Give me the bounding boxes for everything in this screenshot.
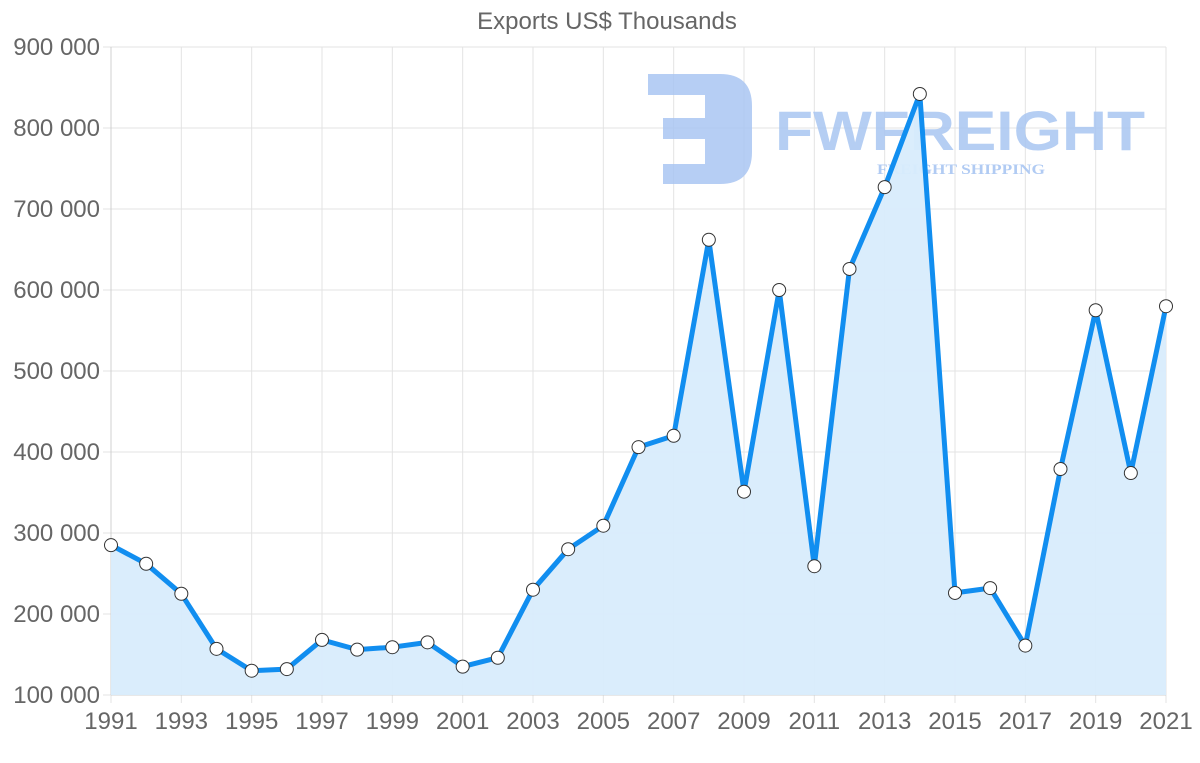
data-point[interactable]: 2006: 406000 bbox=[631, 440, 646, 455]
x-tick-label: 2021 bbox=[1139, 708, 1192, 735]
y-tick-label: 200 000 bbox=[13, 601, 100, 628]
data-point[interactable]: 2018: 379000 bbox=[1053, 462, 1068, 477]
data-point[interactable]: 1995: 130000 bbox=[244, 663, 259, 678]
fwfreight-watermark: FWFREIGHT FREIGHT SHIPPING bbox=[648, 74, 1145, 184]
data-point[interactable]: 2021: 580000 bbox=[1159, 299, 1173, 314]
watermark-brand: FWFREIGHT bbox=[775, 99, 1145, 162]
y-tick-label: 300 000 bbox=[13, 520, 100, 547]
data-point[interactable]: 2009: 351000 bbox=[737, 484, 751, 499]
x-tick-label: 1995 bbox=[225, 708, 278, 735]
x-tick-label: 2007 bbox=[647, 708, 700, 735]
y-tick-label: 800 000 bbox=[13, 115, 100, 142]
data-point[interactable]: 2017: 161000 bbox=[1018, 638, 1033, 653]
y-axis: 100 000 200 000 300 000 400 000 500 000 600 0… bbox=[13, 34, 100, 709]
data-point[interactable]: 2020: 374000 bbox=[1123, 466, 1138, 481]
chart-title: Exports US$ Thousands bbox=[477, 8, 737, 35]
data-point[interactable]: 2014: 842000 bbox=[912, 86, 927, 101]
x-tick-label: 2017 bbox=[999, 708, 1052, 735]
data-point[interactable]: 2019: 575000 bbox=[1088, 303, 1103, 318]
data-point[interactable]: 2008: 662000 bbox=[701, 232, 716, 247]
y-tick-label: 100 000 bbox=[13, 682, 100, 709]
y-tick-label: 500 000 bbox=[13, 358, 100, 385]
data-point[interactable]: 2005: 309000 bbox=[596, 518, 611, 533]
data-point[interactable]: 1992: 262000 bbox=[139, 556, 154, 571]
x-tick-label: 2003 bbox=[506, 708, 559, 735]
x-axis: 1991 1993 1995 1997 1999 2001 2003 2005 2007 2009… bbox=[84, 708, 1192, 735]
data-point[interactable]: 2004: 280000 bbox=[561, 542, 576, 557]
y-tick-label: 900 000 bbox=[13, 34, 100, 61]
x-tick-label: 2005 bbox=[577, 708, 630, 735]
data-point[interactable]: 2012: 626000 bbox=[842, 261, 857, 276]
x-tick-label: 2013 bbox=[858, 708, 911, 735]
data-point[interactable]: 2003: 230000 bbox=[526, 582, 540, 597]
data-point[interactable]: 1996: 132000 bbox=[279, 662, 294, 677]
data-point[interactable]: 1999: 159000 bbox=[385, 640, 400, 655]
x-tick-label: 1991 bbox=[84, 708, 137, 735]
data-point[interactable]: 1994: 157000 bbox=[209, 641, 224, 656]
data-point[interactable]: 1998: 156000 bbox=[350, 642, 365, 657]
x-tick-label: 1993 bbox=[155, 708, 208, 735]
data-point[interactable]: 1993: 225000 bbox=[174, 586, 189, 601]
x-tick-label: 2015 bbox=[928, 708, 981, 735]
x-tick-label: 2011 bbox=[789, 708, 841, 735]
data-point[interactable]: 2015: 226000 bbox=[948, 585, 962, 600]
y-tick-label: 700 000 bbox=[13, 196, 100, 223]
data-point[interactable]: 2002: 146000 bbox=[490, 650, 505, 665]
x-tick-label: 2019 bbox=[1069, 708, 1122, 735]
series-exports: 1991: 285000 1992: 262000 1993: 225000 1994… bbox=[104, 86, 1173, 695]
area-fill bbox=[111, 94, 1166, 695]
data-point[interactable]: 1997: 168000 bbox=[315, 632, 329, 647]
logo-icon bbox=[648, 74, 752, 184]
x-tick-label: 1997 bbox=[295, 708, 348, 735]
x-tick-label: 1999 bbox=[366, 708, 419, 735]
data-point[interactable]: 2016: 232000 bbox=[983, 581, 998, 596]
y-tick-label: 600 000 bbox=[13, 277, 100, 304]
data-point[interactable]: 2001: 135000 bbox=[455, 659, 470, 674]
data-point[interactable]: 2013: 727000 bbox=[877, 180, 892, 195]
data-point[interactable]: 2011: 259000 bbox=[807, 559, 822, 574]
data-point[interactable]: 1991: 285000 bbox=[104, 538, 118, 553]
x-tick-label: 2009 bbox=[717, 708, 770, 735]
data-point[interactable]: 2007: 420000 bbox=[666, 428, 681, 443]
y-tick-label: 400 000 bbox=[13, 439, 100, 466]
x-tick-label: 2001 bbox=[436, 708, 489, 735]
